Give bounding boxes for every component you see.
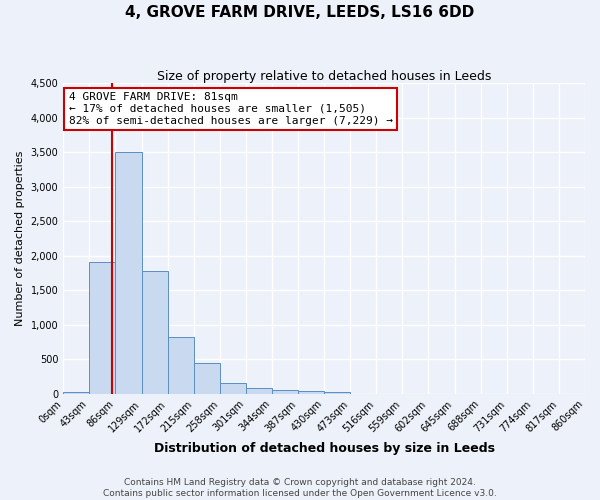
Bar xyxy=(167,336,194,394)
Bar xyxy=(220,383,246,394)
Y-axis label: Number of detached properties: Number of detached properties xyxy=(15,151,25,326)
Bar xyxy=(246,388,272,394)
Text: 4, GROVE FARM DRIVE, LEEDS, LS16 6DD: 4, GROVE FARM DRIVE, LEEDS, LS16 6DD xyxy=(125,5,475,20)
Title: Size of property relative to detached houses in Leeds: Size of property relative to detached ho… xyxy=(157,70,491,83)
Bar xyxy=(63,392,89,394)
X-axis label: Distribution of detached houses by size in Leeds: Distribution of detached houses by size … xyxy=(154,442,494,455)
Bar xyxy=(89,262,115,394)
Bar xyxy=(324,392,350,394)
Bar xyxy=(272,390,298,394)
Bar xyxy=(115,152,142,394)
Bar xyxy=(194,363,220,394)
Text: Contains HM Land Registry data © Crown copyright and database right 2024.
Contai: Contains HM Land Registry data © Crown c… xyxy=(103,478,497,498)
Bar xyxy=(298,392,324,394)
Text: 4 GROVE FARM DRIVE: 81sqm
← 17% of detached houses are smaller (1,505)
82% of se: 4 GROVE FARM DRIVE: 81sqm ← 17% of detac… xyxy=(68,92,392,126)
Bar xyxy=(142,271,167,394)
